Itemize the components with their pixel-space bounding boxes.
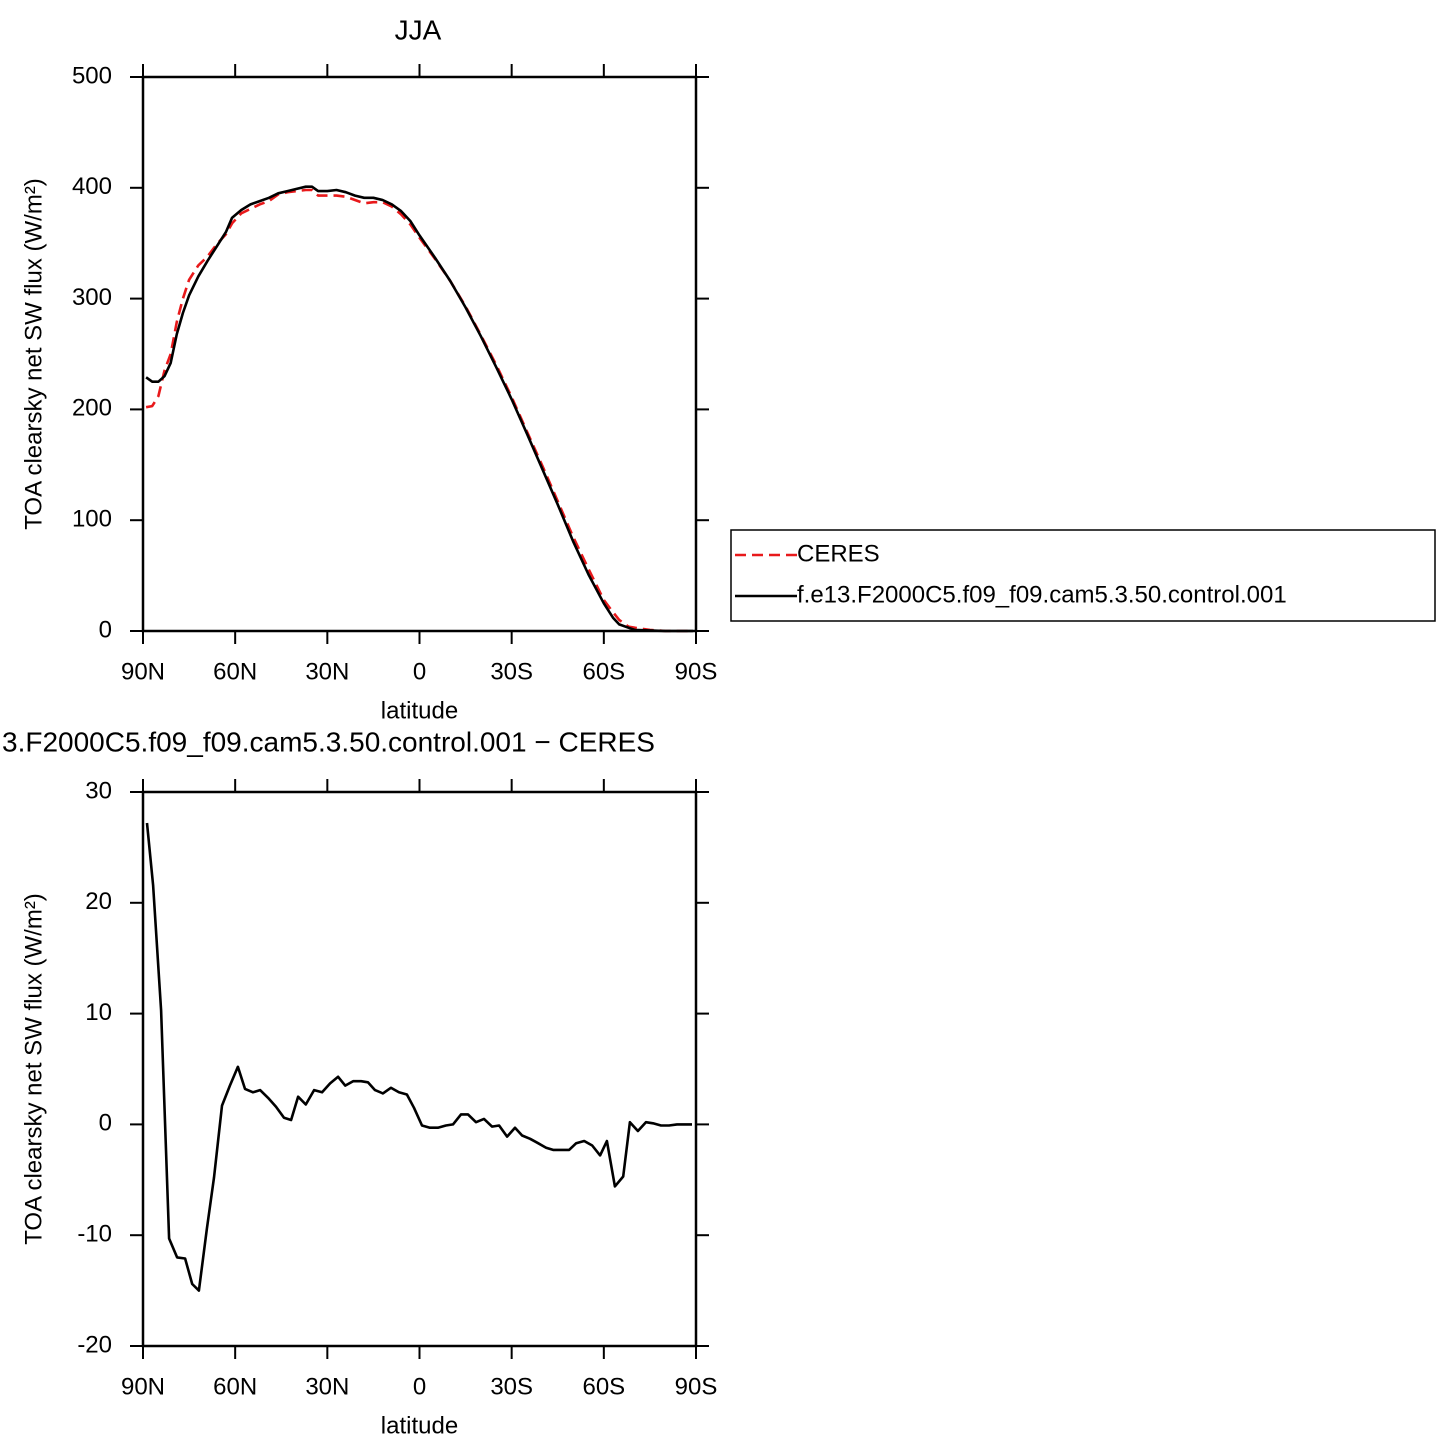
x-tick-label: 90S [675, 658, 718, 685]
y-tick-label: 0 [99, 1110, 112, 1137]
y-tick-label: 200 [72, 395, 112, 422]
legend-label: CERES [797, 540, 880, 567]
y-tick-label: -10 [77, 1221, 112, 1248]
x-tick-label: 30S [490, 658, 533, 685]
x-tick-label: 0 [413, 658, 426, 685]
x-tick-label: 90N [121, 1373, 165, 1400]
series-line [145, 188, 693, 633]
legend-box [730, 529, 1436, 622]
x-tick-label: 30N [305, 658, 349, 685]
y-axis-label: TOA clearsky net SW flux (W/m²) [20, 178, 47, 530]
plot-frame [141, 790, 698, 1348]
x-tick-label: 90N [121, 658, 165, 685]
x-axis-label: latitude [381, 697, 458, 724]
chart-title: JJA [395, 14, 442, 45]
chart-title: 3.F2000C5.f09_f09.cam5.3.50.control.001 … [2, 726, 655, 757]
x-tick-label: 30N [305, 1373, 349, 1400]
y-tick-label: 10 [85, 999, 112, 1026]
series-line [145, 185, 693, 633]
x-tick-label: 90S [675, 1373, 718, 1400]
x-tick-label: 30S [490, 1373, 533, 1400]
series-line [145, 822, 692, 1292]
y-tick-label: 300 [72, 284, 112, 311]
y-tick-label: -20 [77, 1331, 112, 1358]
x-tick-label: 0 [413, 1373, 426, 1400]
x-tick-label: 60N [213, 1373, 257, 1400]
y-axis-label: TOA clearsky net SW flux (W/m²) [20, 893, 47, 1245]
y-tick-label: 0 [99, 616, 112, 643]
x-tick-label: 60S [582, 1373, 625, 1400]
y-tick-label: 100 [72, 506, 112, 533]
x-tick-label: 60S [582, 658, 625, 685]
y-tick-label: 20 [85, 888, 112, 915]
x-axis-label: latitude [381, 1412, 458, 1439]
x-tick-label: 60N [213, 658, 257, 685]
y-tick-label: 30 [85, 777, 112, 804]
legend-label: f.e13.F2000C5.f09_f09.cam5.3.50.control.… [797, 581, 1287, 608]
y-tick-label: 400 [72, 173, 112, 200]
plot-frame [141, 75, 698, 633]
y-tick-label: 500 [72, 62, 112, 89]
